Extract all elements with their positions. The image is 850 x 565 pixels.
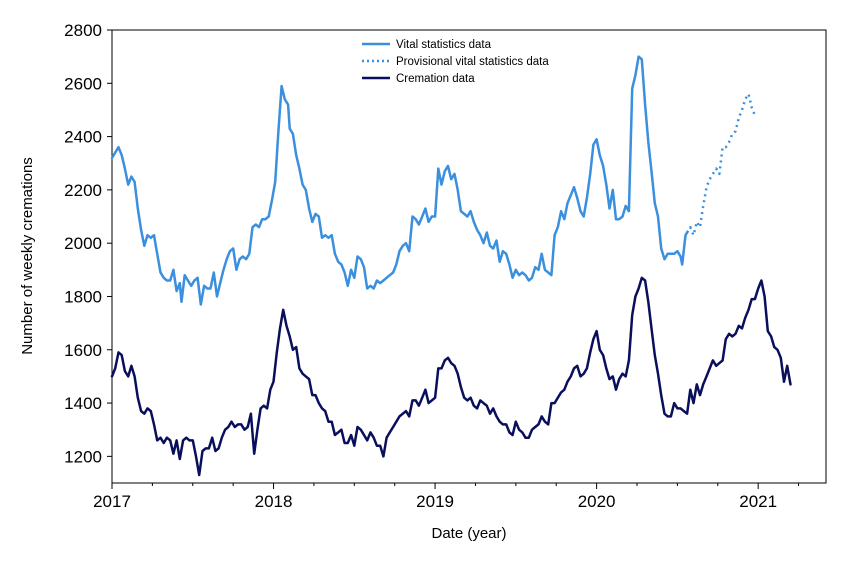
y-tick-label: 2800 <box>64 21 102 40</box>
x-tick-label: 2020 <box>578 492 616 511</box>
x-axis: 2017 2018 2019 2020 2021 <box>93 483 800 511</box>
series-layer <box>110 55 792 477</box>
y-axis-title: Number of weekly cremations <box>19 157 36 355</box>
y-axis: 1200 1400 1600 1800 2000 2200 2400 2600 2800 <box>64 21 112 466</box>
y-tick-label: 2200 <box>64 181 102 200</box>
x-axis-title: Date (year) <box>431 525 506 542</box>
legend-label-vital: Vital statistics data <box>396 39 492 51</box>
y-tick-label: 1600 <box>64 341 102 360</box>
y-tick-label: 1800 <box>64 287 102 306</box>
plot-area <box>111 29 827 484</box>
x-tick-label: 2019 <box>416 492 454 511</box>
y-tick-label: 1200 <box>64 447 102 466</box>
series-line-2 <box>110 276 792 477</box>
x-tick-label: 2017 <box>93 492 131 511</box>
y-tick-label: 2000 <box>64 234 102 253</box>
legend-label-provisional: Provisional vital statistics data <box>396 56 549 68</box>
legend-label-cremation: Cremation data <box>396 73 475 85</box>
legend: Vital statistics data Provisional vital … <box>362 39 549 85</box>
series-line-1 <box>686 92 757 237</box>
x-tick-label: 2018 <box>255 492 293 511</box>
x-tick-label: 2021 <box>739 492 777 511</box>
y-tick-label: 2600 <box>64 74 102 93</box>
y-tick-label: 2400 <box>64 128 102 147</box>
series-line-0 <box>110 55 689 306</box>
y-tick-label: 1400 <box>64 394 102 413</box>
